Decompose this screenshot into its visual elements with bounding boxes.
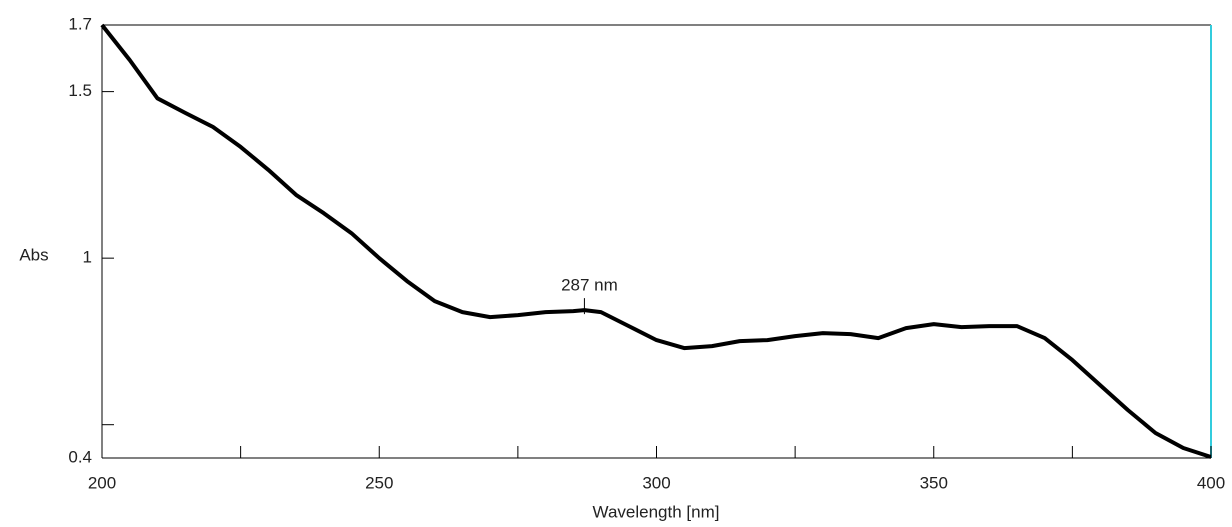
spectrum-line [100, 23, 1212, 459]
x-axis-label: Wavelength [nm] [593, 502, 720, 521]
x-tick-label: 400 [1197, 473, 1225, 492]
x-tick-label: 300 [642, 473, 670, 492]
y-tick-label: 1.5 [68, 81, 92, 100]
x-tick-label: 350 [920, 473, 948, 492]
annotation-label: 287 nm [561, 276, 618, 295]
y-tick-label: 1 [83, 248, 92, 267]
y-axis-label: Abs [19, 245, 48, 264]
y-tick-label: 1.7 [68, 14, 92, 33]
y-tick-label: 0.4 [68, 447, 92, 466]
x-tick-label: 250 [365, 473, 393, 492]
x-tick-label: 200 [88, 473, 116, 492]
